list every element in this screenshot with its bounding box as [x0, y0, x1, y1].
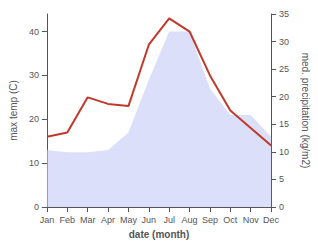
svg-text:35: 35	[279, 9, 289, 19]
svg-text:med. precipitation (kg/m2): med. precipitation (kg/m2)	[300, 53, 311, 169]
svg-text:0: 0	[279, 202, 284, 212]
svg-text:40: 40	[29, 27, 39, 37]
svg-text:Nov: Nov	[243, 215, 260, 225]
svg-text:Feb: Feb	[60, 215, 76, 225]
svg-text:15: 15	[279, 119, 289, 129]
svg-text:Dec: Dec	[263, 215, 280, 225]
svg-text:5: 5	[279, 174, 284, 184]
svg-text:Jun: Jun	[142, 215, 157, 225]
svg-text:date (month): date (month)	[129, 229, 190, 240]
svg-text:30: 30	[29, 70, 39, 80]
svg-text:Jan: Jan	[40, 215, 55, 225]
svg-text:Oct: Oct	[223, 215, 238, 225]
svg-text:Apr: Apr	[101, 215, 115, 225]
svg-text:20: 20	[279, 92, 289, 102]
svg-text:25: 25	[279, 64, 289, 74]
svg-text:30: 30	[279, 37, 289, 47]
svg-text:Jul: Jul	[163, 215, 175, 225]
svg-text:10: 10	[29, 158, 39, 168]
svg-text:Aug: Aug	[182, 215, 198, 225]
svg-text:10: 10	[279, 147, 289, 157]
svg-text:20: 20	[29, 114, 39, 124]
svg-text:Sep: Sep	[202, 215, 218, 225]
svg-text:max temp (C): max temp (C)	[8, 80, 19, 141]
svg-text:0: 0	[34, 202, 39, 212]
svg-text:May: May	[120, 215, 138, 225]
svg-text:Mar: Mar	[80, 215, 96, 225]
